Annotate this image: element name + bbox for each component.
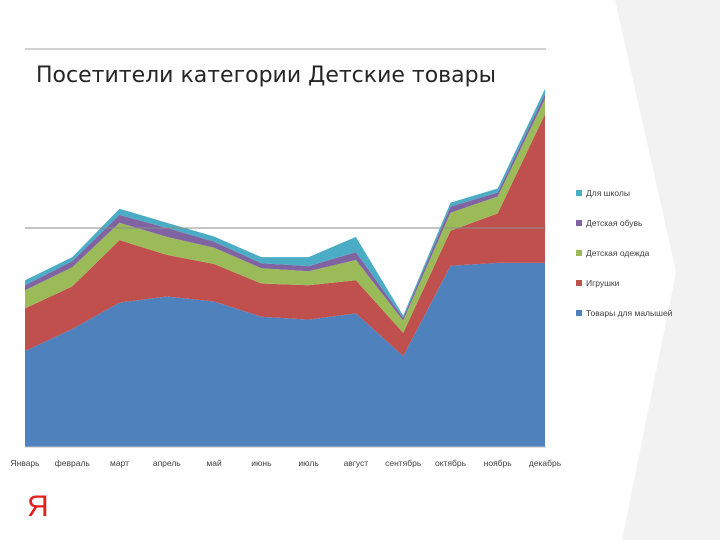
legend-swatch	[576, 220, 582, 226]
x-tick-label: май	[206, 458, 222, 468]
legend-swatch	[576, 310, 582, 316]
yandex-logo: Я	[27, 490, 49, 523]
legend-label: Детская обувь	[586, 218, 643, 228]
x-tick-label: август	[344, 458, 369, 468]
legend-label: Для школы	[586, 188, 630, 198]
x-axis-ticks: Январь февраль март апрель май июнь июль август…	[10, 458, 561, 468]
legend-label: Детская одежда	[586, 248, 650, 258]
legend: Для школы Детская обувь Детская одежда Игру…	[576, 188, 673, 318]
legend-label: Товары для малышей	[586, 308, 673, 318]
chart-area: Январь февраль март апрель май июнь июль август…	[10, 88, 562, 468]
legend-swatch	[576, 250, 582, 256]
x-tick-label: ноябрь	[484, 458, 513, 468]
chart-title: Посетители категории Детские товары	[36, 63, 496, 88]
x-tick-label: Январь	[10, 458, 40, 468]
x-tick-label: март	[110, 458, 129, 468]
x-tick-label: сентябрь	[385, 458, 422, 468]
area-series-2	[25, 114, 545, 356]
x-tick-label: апрель	[153, 458, 181, 468]
legend-swatch	[576, 190, 582, 196]
area-layers	[25, 88, 545, 447]
x-tick-label: октябрь	[435, 458, 467, 468]
area-series-1	[25, 262, 545, 447]
x-tick-label: декабрь	[529, 458, 562, 468]
legend-swatch	[576, 280, 582, 286]
x-tick-label: июль	[298, 458, 319, 468]
corner-decoration	[615, 0, 720, 540]
x-tick-label: июнь	[251, 458, 272, 468]
legend-label: Игрушки	[586, 278, 620, 288]
x-tick-label: февраль	[55, 458, 91, 468]
